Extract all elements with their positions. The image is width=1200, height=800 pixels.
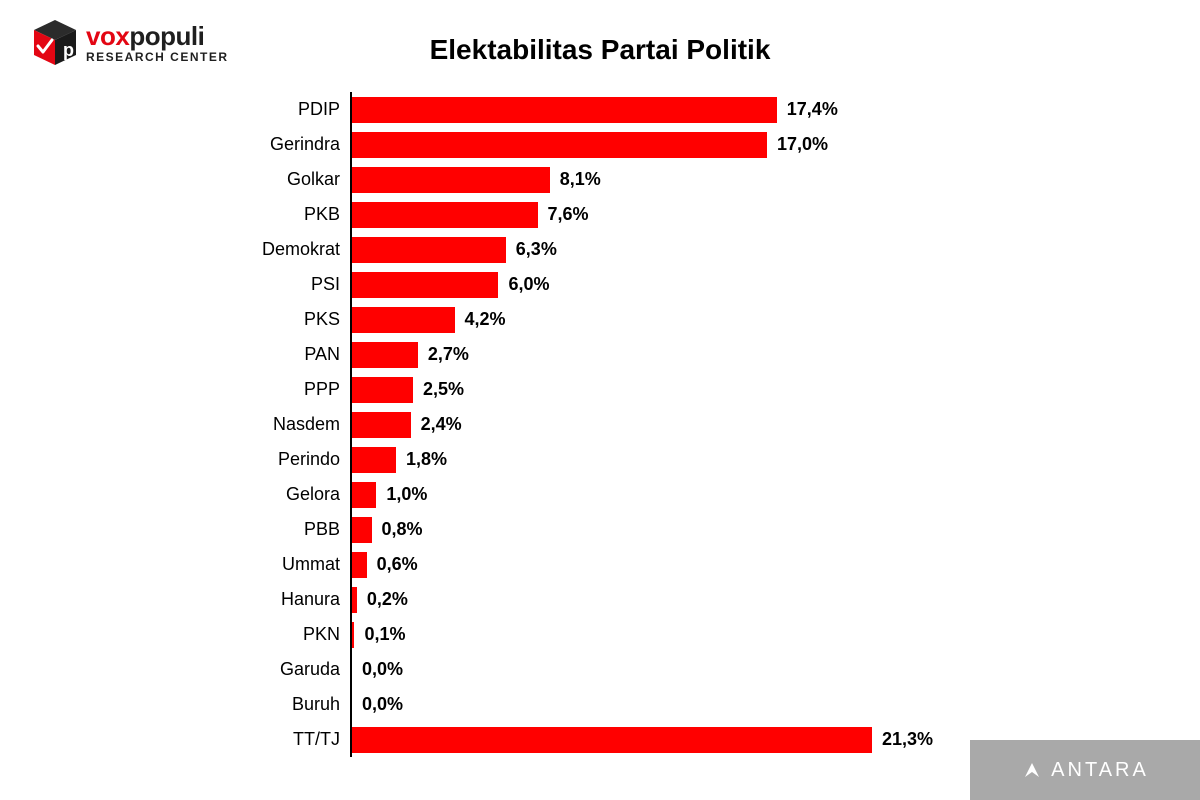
bar-row: Golkar 8,1% bbox=[200, 162, 1020, 197]
bar-row: PKS 4,2% bbox=[200, 302, 1020, 337]
watermark-text: ANTARA bbox=[1051, 759, 1149, 782]
bar-row: PKB 7,6% bbox=[200, 197, 1020, 232]
value-label: 6,3% bbox=[506, 239, 557, 260]
bar-track: 0,6% bbox=[350, 547, 1020, 582]
value-label: 2,7% bbox=[418, 344, 469, 365]
bar-track: 17,4% bbox=[350, 92, 1020, 127]
bar-row: PKN0,1% bbox=[200, 617, 1020, 652]
bar-row: PPP 2,5% bbox=[200, 372, 1020, 407]
bar bbox=[352, 377, 413, 403]
category-label: PDIP bbox=[200, 99, 350, 120]
bar-track: 21,3% bbox=[350, 722, 1020, 757]
bar bbox=[352, 132, 767, 158]
value-label: 0,1% bbox=[354, 624, 405, 645]
value-label: 0,0% bbox=[352, 659, 403, 680]
category-label: PPP bbox=[200, 379, 350, 400]
bar-row: PBB 0,8% bbox=[200, 512, 1020, 547]
value-label: 0,6% bbox=[367, 554, 418, 575]
bar-track: 0,0% bbox=[350, 687, 1020, 722]
category-label: PKS bbox=[200, 309, 350, 330]
value-label: 17,0% bbox=[767, 134, 828, 155]
category-label: PKB bbox=[200, 204, 350, 225]
bar-track: 17,0% bbox=[350, 127, 1020, 162]
bar bbox=[352, 517, 372, 543]
bar-track: 0,2% bbox=[350, 582, 1020, 617]
category-label: Buruh bbox=[200, 694, 350, 715]
category-label: Ummat bbox=[200, 554, 350, 575]
category-label: Gerindra bbox=[200, 134, 350, 155]
category-label: Golkar bbox=[200, 169, 350, 190]
bar-track: 8,1% bbox=[350, 162, 1020, 197]
bar bbox=[352, 482, 376, 508]
bar-track: 2,5% bbox=[350, 372, 1020, 407]
bar-row: Garuda0,0% bbox=[200, 652, 1020, 687]
bar-track: 1,0% bbox=[350, 477, 1020, 512]
source-watermark: ANTARA bbox=[970, 740, 1200, 800]
category-label: Demokrat bbox=[200, 239, 350, 260]
bar bbox=[352, 202, 538, 228]
bar bbox=[352, 342, 418, 368]
bar-row: PSI 6,0% bbox=[200, 267, 1020, 302]
category-label: Hanura bbox=[200, 589, 350, 610]
bar bbox=[352, 167, 550, 193]
bar-row: Gerindra 17,0% bbox=[200, 127, 1020, 162]
value-label: 17,4% bbox=[777, 99, 838, 120]
bar-row: Hanura 0,2% bbox=[200, 582, 1020, 617]
bar bbox=[352, 552, 367, 578]
value-label: 2,5% bbox=[413, 379, 464, 400]
category-label: Nasdem bbox=[200, 414, 350, 435]
value-label: 0,0% bbox=[352, 694, 403, 715]
antara-icon bbox=[1021, 759, 1043, 781]
value-label: 2,4% bbox=[411, 414, 462, 435]
bar-track: 4,2% bbox=[350, 302, 1020, 337]
category-label: PSI bbox=[200, 274, 350, 295]
bar-row: PAN 2,7% bbox=[200, 337, 1020, 372]
value-label: 8,1% bbox=[550, 169, 601, 190]
category-label: Garuda bbox=[200, 659, 350, 680]
value-label: 1,8% bbox=[396, 449, 447, 470]
bar bbox=[352, 727, 872, 753]
value-label: 7,6% bbox=[538, 204, 589, 225]
bar bbox=[352, 97, 777, 123]
bar bbox=[352, 447, 396, 473]
bar-chart: PDIP 17,4% Gerindra 17,0% Golkar 8,1% PKB 7,6% D… bbox=[200, 92, 1020, 757]
category-label: TT/TJ bbox=[200, 729, 350, 750]
category-label: PKN bbox=[200, 624, 350, 645]
bar-track: 2,4% bbox=[350, 407, 1020, 442]
bar bbox=[352, 412, 411, 438]
bar-track: 0,1% bbox=[350, 617, 1020, 652]
bar-track: 6,0% bbox=[350, 267, 1020, 302]
bar-row: PDIP 17,4% bbox=[200, 92, 1020, 127]
value-label: 0,8% bbox=[372, 519, 423, 540]
bar-row: Perindo 1,8% bbox=[200, 442, 1020, 477]
bar-track: 0,0% bbox=[350, 652, 1020, 687]
bar-row: Demokrat 6,3% bbox=[200, 232, 1020, 267]
bar-track: 6,3% bbox=[350, 232, 1020, 267]
value-label: 0,2% bbox=[357, 589, 408, 610]
bar-row: Buruh0,0% bbox=[200, 687, 1020, 722]
bar bbox=[352, 307, 455, 333]
value-label: 4,2% bbox=[455, 309, 506, 330]
bar-row: Nasdem 2,4% bbox=[200, 407, 1020, 442]
bar-track: 0,8% bbox=[350, 512, 1020, 547]
category-label: Perindo bbox=[200, 449, 350, 470]
category-label: PBB bbox=[200, 519, 350, 540]
bar-row: Ummat 0,6% bbox=[200, 547, 1020, 582]
bar-track: 7,6% bbox=[350, 197, 1020, 232]
value-label: 21,3% bbox=[872, 729, 933, 750]
bar-track: 1,8% bbox=[350, 442, 1020, 477]
bar bbox=[352, 237, 506, 263]
bar bbox=[352, 272, 498, 298]
bar-track: 2,7% bbox=[350, 337, 1020, 372]
category-label: PAN bbox=[200, 344, 350, 365]
bar-row: Gelora 1,0% bbox=[200, 477, 1020, 512]
category-label: Gelora bbox=[200, 484, 350, 505]
chart-title: Elektabilitas Partai Politik bbox=[0, 34, 1200, 66]
value-label: 6,0% bbox=[498, 274, 549, 295]
value-label: 1,0% bbox=[376, 484, 427, 505]
bar-row: TT/TJ 21,3% bbox=[200, 722, 1020, 757]
